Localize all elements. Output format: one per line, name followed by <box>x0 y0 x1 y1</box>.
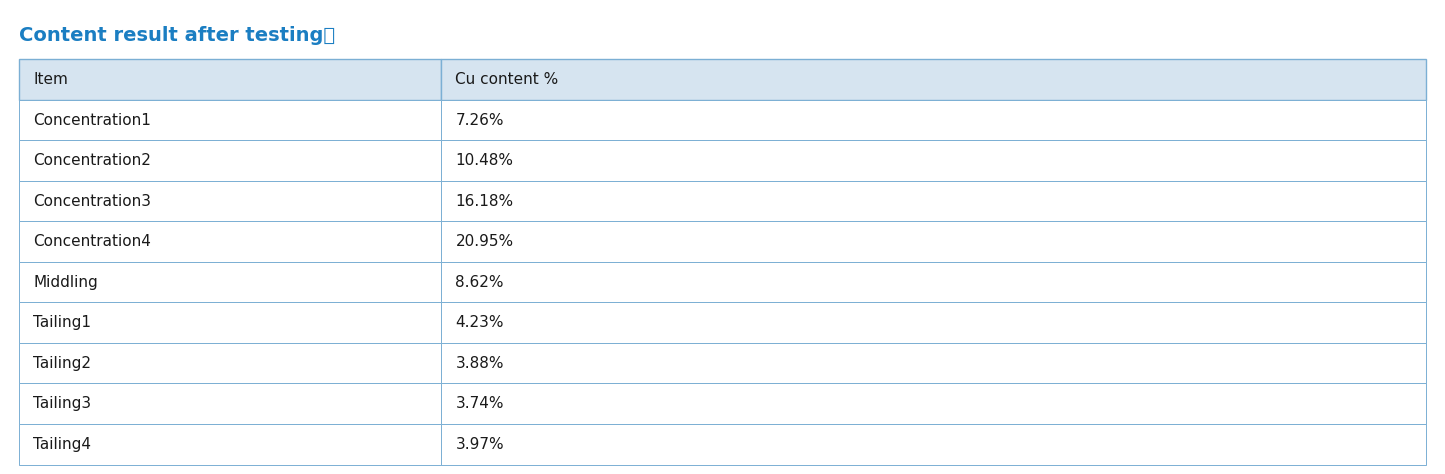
Text: Tailing2: Tailing2 <box>33 356 91 371</box>
Bar <box>441 100 1426 140</box>
Bar <box>19 424 441 465</box>
Text: 3.88%: 3.88% <box>455 356 504 371</box>
Bar <box>441 262 1426 302</box>
Text: Tailing3: Tailing3 <box>33 396 91 411</box>
Bar <box>19 59 441 100</box>
Bar <box>441 302 1426 343</box>
Bar <box>19 100 441 140</box>
Bar <box>441 343 1426 383</box>
Text: Item: Item <box>33 72 68 87</box>
Text: Cu content %: Cu content % <box>455 72 559 87</box>
Bar <box>441 140 1426 181</box>
Text: 10.48%: 10.48% <box>455 153 513 168</box>
Text: Middling: Middling <box>33 274 98 290</box>
Text: Content result after testing：: Content result after testing： <box>19 26 335 45</box>
Text: 3.74%: 3.74% <box>455 396 504 411</box>
Text: 4.23%: 4.23% <box>455 315 504 330</box>
Bar <box>441 221 1426 262</box>
Text: 3.97%: 3.97% <box>455 437 504 452</box>
Bar <box>19 302 441 343</box>
Text: Concentration4: Concentration4 <box>33 234 152 249</box>
Bar <box>19 181 441 221</box>
Bar <box>19 140 441 181</box>
Text: Concentration1: Concentration1 <box>33 112 152 128</box>
Text: 7.26%: 7.26% <box>455 112 504 128</box>
Bar <box>441 59 1426 100</box>
Text: Concentration2: Concentration2 <box>33 153 152 168</box>
Bar <box>441 181 1426 221</box>
Text: Concentration3: Concentration3 <box>33 193 152 209</box>
Bar <box>441 424 1426 465</box>
Bar <box>19 343 441 383</box>
Bar <box>19 383 441 424</box>
Bar <box>19 262 441 302</box>
Text: 20.95%: 20.95% <box>455 234 513 249</box>
Text: Tailing4: Tailing4 <box>33 437 91 452</box>
Text: Tailing1: Tailing1 <box>33 315 91 330</box>
Bar <box>441 383 1426 424</box>
Bar <box>19 221 441 262</box>
Text: 8.62%: 8.62% <box>455 274 504 290</box>
Text: 16.18%: 16.18% <box>455 193 513 209</box>
